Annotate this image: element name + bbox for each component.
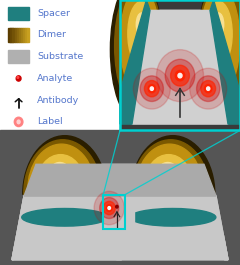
Text: Analyte: Analyte <box>37 74 73 83</box>
Bar <box>120 0 240 130</box>
Ellipse shape <box>197 0 240 121</box>
Ellipse shape <box>130 213 215 226</box>
Bar <box>19 28 21 42</box>
Ellipse shape <box>150 87 153 90</box>
Ellipse shape <box>133 68 170 109</box>
Bar <box>21 28 23 42</box>
Ellipse shape <box>49 162 70 185</box>
Ellipse shape <box>94 191 124 225</box>
Ellipse shape <box>110 0 163 121</box>
Polygon shape <box>12 196 228 260</box>
Ellipse shape <box>16 76 21 81</box>
Ellipse shape <box>156 50 204 101</box>
Ellipse shape <box>100 197 119 219</box>
Ellipse shape <box>200 0 240 94</box>
Ellipse shape <box>140 76 163 101</box>
Polygon shape <box>132 10 228 124</box>
Ellipse shape <box>131 136 215 252</box>
Bar <box>122 195 223 265</box>
Polygon shape <box>24 164 216 196</box>
Ellipse shape <box>132 213 214 224</box>
Ellipse shape <box>24 213 106 224</box>
Text: Substrate: Substrate <box>37 52 84 61</box>
Ellipse shape <box>198 0 240 110</box>
Ellipse shape <box>22 209 108 226</box>
Ellipse shape <box>207 87 210 90</box>
Bar <box>103 195 125 229</box>
Polygon shape <box>210 0 240 124</box>
Bar <box>8 50 29 63</box>
Ellipse shape <box>197 76 220 101</box>
Polygon shape <box>24 164 216 196</box>
Ellipse shape <box>190 68 227 109</box>
Ellipse shape <box>116 205 118 208</box>
Ellipse shape <box>178 73 182 78</box>
Bar <box>23 28 25 42</box>
Ellipse shape <box>201 81 216 97</box>
Ellipse shape <box>132 140 210 246</box>
Text: Spacer: Spacer <box>37 9 70 18</box>
Ellipse shape <box>130 209 216 226</box>
Polygon shape <box>120 0 150 124</box>
Ellipse shape <box>130 209 216 226</box>
Ellipse shape <box>175 70 185 81</box>
Ellipse shape <box>28 144 95 235</box>
Ellipse shape <box>157 162 178 185</box>
Ellipse shape <box>206 2 232 66</box>
Polygon shape <box>12 196 228 260</box>
Ellipse shape <box>213 13 224 36</box>
Ellipse shape <box>120 0 160 94</box>
Bar <box>11 28 13 42</box>
Polygon shape <box>12 196 228 260</box>
Ellipse shape <box>128 2 154 66</box>
Polygon shape <box>12 196 228 260</box>
Ellipse shape <box>17 77 19 78</box>
Ellipse shape <box>103 201 115 215</box>
Polygon shape <box>210 0 240 124</box>
Bar <box>103 201 134 228</box>
Ellipse shape <box>171 65 189 86</box>
Bar <box>120 0 240 130</box>
Ellipse shape <box>144 81 159 97</box>
Bar <box>25 28 27 42</box>
Bar <box>8 7 29 20</box>
Bar <box>14 195 115 265</box>
Polygon shape <box>120 0 150 124</box>
Ellipse shape <box>130 209 216 226</box>
Ellipse shape <box>24 140 102 246</box>
Ellipse shape <box>136 13 147 36</box>
Ellipse shape <box>136 144 203 235</box>
Ellipse shape <box>145 154 192 210</box>
Bar <box>12 28 15 42</box>
Text: Dimer: Dimer <box>37 30 66 39</box>
Polygon shape <box>132 10 228 124</box>
Text: Antibody: Antibody <box>37 96 79 105</box>
Bar <box>8 28 11 42</box>
Ellipse shape <box>115 0 162 110</box>
Text: Label: Label <box>37 117 63 126</box>
Ellipse shape <box>22 209 108 226</box>
Bar <box>0 130 240 265</box>
Ellipse shape <box>148 85 156 93</box>
Ellipse shape <box>204 85 212 93</box>
Bar <box>15 28 17 42</box>
Ellipse shape <box>165 59 195 92</box>
Ellipse shape <box>108 207 110 209</box>
Ellipse shape <box>22 213 107 226</box>
Ellipse shape <box>22 209 108 226</box>
Ellipse shape <box>106 205 112 211</box>
Bar <box>17 28 19 42</box>
Ellipse shape <box>15 118 22 126</box>
Ellipse shape <box>23 136 107 252</box>
Ellipse shape <box>37 154 84 210</box>
Bar <box>27 28 29 42</box>
